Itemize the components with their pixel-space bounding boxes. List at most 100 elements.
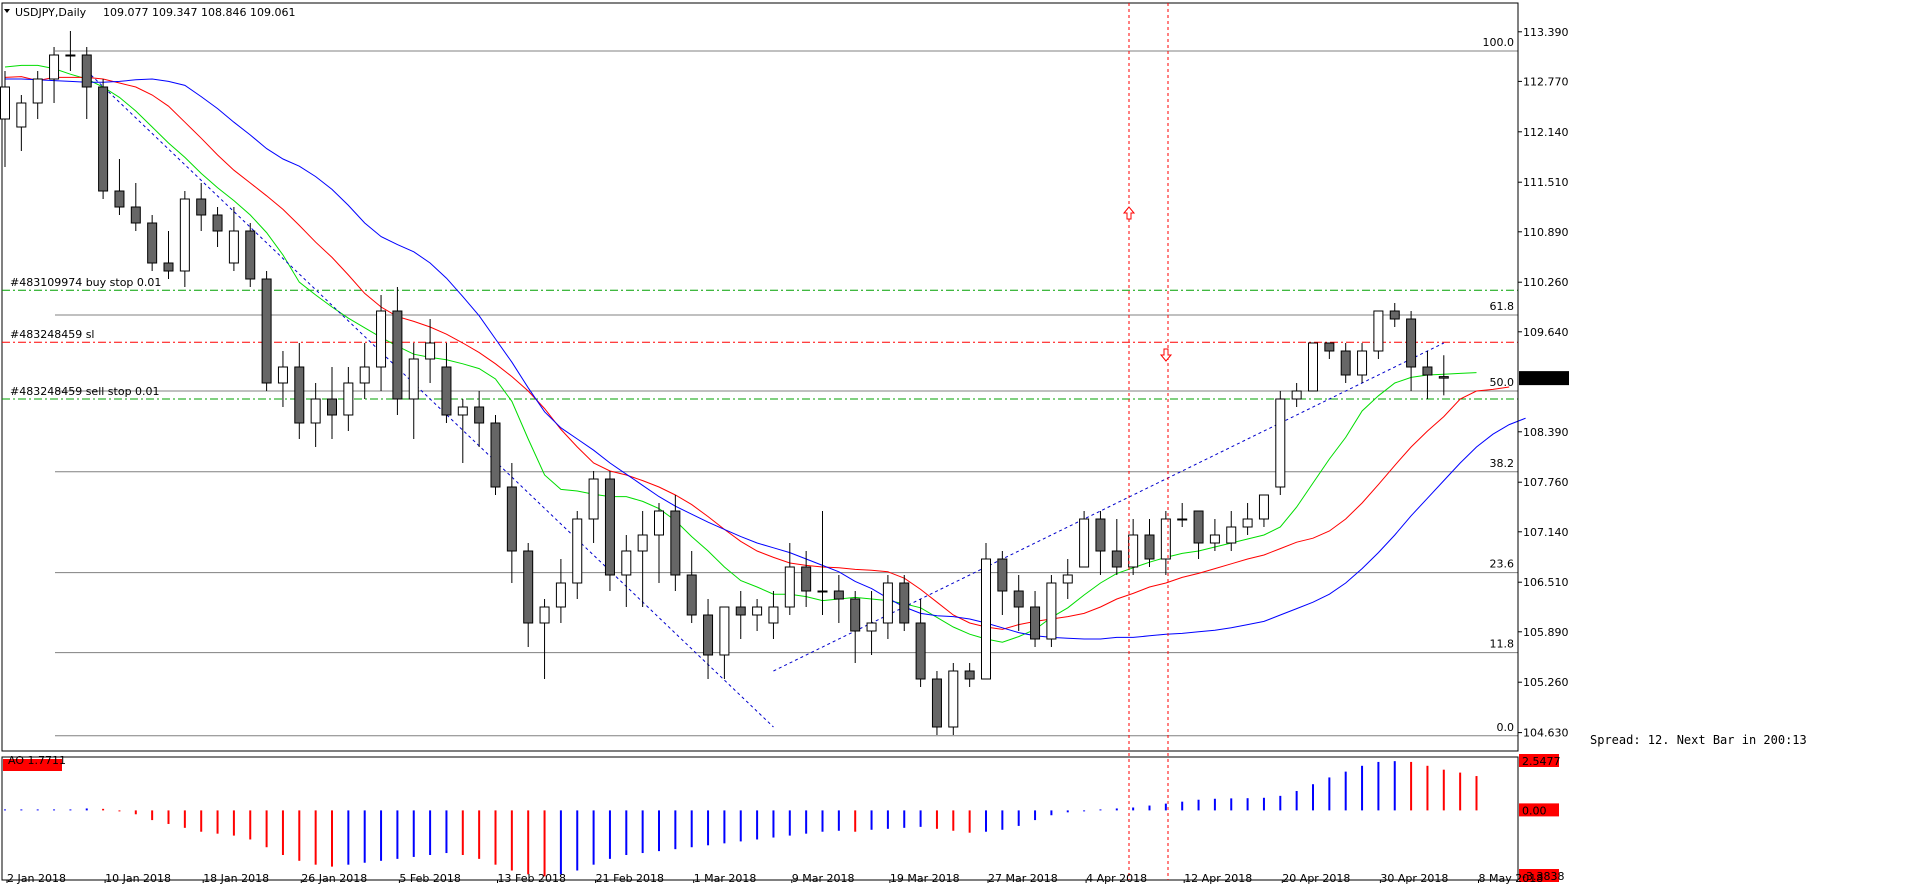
- order-line-label: #483248459 sell stop 0.01: [10, 385, 160, 398]
- price-tick-label: 111.510: [1523, 176, 1569, 189]
- candle-body: [1062, 574, 1073, 584]
- candle-body: [310, 398, 321, 424]
- candle-body: [1258, 494, 1269, 520]
- main-frame: [1, 2, 1519, 752]
- candle-body: [686, 574, 697, 616]
- candle-body: [833, 590, 844, 600]
- date-tick-label: 10 Jan 2018: [105, 872, 171, 884]
- ao-frame: [1, 756, 1519, 881]
- spread-info: Spread: 12. Next Bar in 200:13: [1590, 733, 1807, 747]
- candle-body: [1389, 310, 1400, 320]
- date-tick-label: 4 Apr 2018: [1086, 872, 1147, 884]
- ao-axis-label: -3.3838: [1522, 870, 1564, 883]
- price-tick-label: 110.890: [1523, 226, 1569, 239]
- date-tick-label: 21 Feb 2018: [596, 872, 664, 884]
- candle-body: [523, 550, 534, 624]
- candle-body: [1226, 526, 1237, 544]
- candle-body: [850, 598, 861, 632]
- price-tick-label: 106.510: [1523, 576, 1569, 589]
- down-arrow-icon: [1159, 348, 1173, 362]
- date-tick-label: 19 Mar 2018: [890, 872, 960, 884]
- candle-body: [670, 510, 681, 576]
- date-tick-label: 20 Apr 2018: [1282, 872, 1350, 884]
- date-tick-label: 2 Jan 2018: [7, 872, 66, 884]
- price-tick-label: 112.770: [1523, 75, 1569, 88]
- candle-body: [1013, 590, 1024, 608]
- candle-body: [212, 214, 223, 232]
- price-tick-label: 113.390: [1523, 26, 1569, 39]
- fib-level-label: 0.0: [1497, 721, 1515, 734]
- candle-body: [506, 486, 517, 552]
- candle-body: [555, 582, 566, 608]
- candle-body: [327, 398, 337, 416]
- price-tick-label: 105.260: [1523, 676, 1569, 689]
- ao-axis-label: 0.00: [1522, 804, 1547, 817]
- fib-level-label: 50.0: [1490, 376, 1515, 389]
- candle-body: [604, 478, 615, 576]
- candle-body: [81, 54, 92, 88]
- candle-body: [752, 606, 763, 616]
- candle-body: [1144, 534, 1155, 560]
- candle-body: [719, 606, 730, 656]
- candle-body: [130, 206, 141, 224]
- date-tick-label: 13 Feb 2018: [498, 872, 566, 884]
- ao-axis-tag: [1519, 803, 1559, 817]
- fib-level-label: 23.6: [1490, 558, 1515, 571]
- candle-body: [457, 406, 468, 416]
- candle-body: [1030, 606, 1041, 640]
- moving-average-line: [5, 78, 1526, 640]
- price-tick-label: 105.890: [1523, 626, 1569, 639]
- candle-body: [1438, 376, 1449, 379]
- price-tick-label: 109.640: [1523, 326, 1569, 339]
- candle-body: [245, 230, 256, 280]
- candle-body: [343, 382, 354, 416]
- candle-body: [1193, 510, 1204, 544]
- order-line-label: #483109974 buy stop 0.01: [10, 276, 161, 289]
- candle-body: [981, 558, 991, 680]
- candle-body: [474, 406, 485, 424]
- candle-body: [49, 54, 60, 80]
- date-tick-label: 12 Apr 2018: [1184, 872, 1252, 884]
- candle-body: [376, 310, 387, 368]
- ao-axis-label: 2.5477: [1522, 755, 1561, 768]
- date-tick-label: 30 Apr 2018: [1380, 872, 1448, 884]
- candle-body: [1357, 350, 1368, 376]
- candle-body: [294, 366, 305, 424]
- candle-body: [784, 566, 795, 608]
- candle-body: [1046, 582, 1057, 640]
- candle-body: [1324, 342, 1335, 352]
- date-tick-label: 8 May 2018: [1479, 872, 1544, 884]
- candle-body: [163, 262, 174, 272]
- chart-title: USDJPY,Daily: [15, 6, 87, 19]
- candle-body: [899, 582, 910, 624]
- current-price-label: 109.061: [1522, 372, 1568, 385]
- candle-body: [0, 86, 10, 120]
- candle-body: [359, 366, 370, 384]
- candle-body: [997, 558, 1008, 592]
- candle-body: [32, 78, 43, 104]
- date-tick-label: 1 Mar 2018: [694, 872, 757, 884]
- candle-body: [1079, 518, 1090, 568]
- fib-level-label: 100.0: [1483, 36, 1515, 49]
- candle-body: [882, 582, 893, 624]
- date-tick-label: 27 Mar 2018: [988, 872, 1058, 884]
- candle-body: [65, 54, 76, 57]
- candle-body: [1111, 550, 1122, 568]
- candle-body: [735, 606, 746, 616]
- candle-body: [948, 670, 959, 728]
- candle-body: [539, 606, 550, 624]
- candle-body: [915, 622, 926, 680]
- candle-body: [408, 358, 419, 400]
- menu-triangle-icon: [4, 9, 10, 13]
- candle-body: [1422, 366, 1433, 376]
- candle-body: [228, 230, 239, 264]
- price-tick-label: 104.630: [1523, 727, 1569, 740]
- price-tick-label: 108.390: [1523, 426, 1569, 439]
- ao-axis-tag: [1519, 754, 1559, 767]
- candle-body: [621, 550, 632, 576]
- candle-body: [1128, 534, 1139, 568]
- candle-body: [277, 366, 288, 384]
- moving-average-line: [4, 76, 1510, 630]
- candle-body: [1242, 518, 1253, 528]
- price-tick-label: 112.140: [1523, 126, 1569, 139]
